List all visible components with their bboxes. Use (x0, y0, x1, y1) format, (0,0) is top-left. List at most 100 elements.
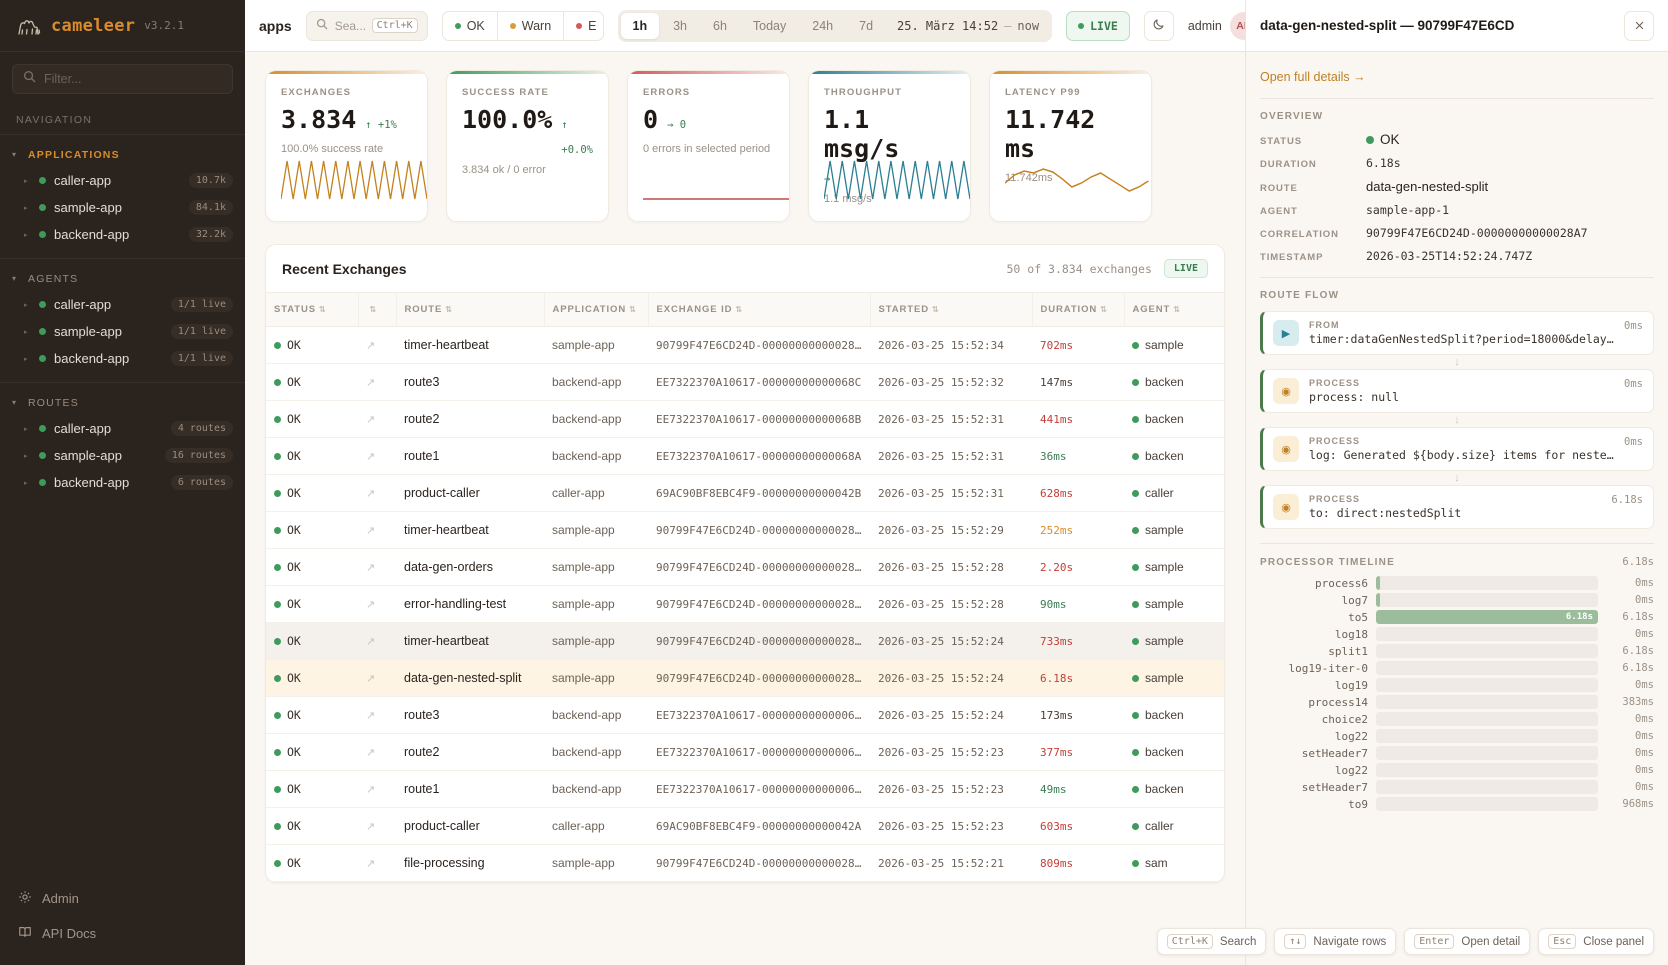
timeline-track (1376, 695, 1598, 709)
column-header-status[interactable]: STATUS ⇅ (266, 293, 359, 327)
range-3h[interactable]: 3h (673, 18, 687, 33)
status-cell: OK (266, 585, 358, 623)
theme-toggle-button[interactable] (1143, 10, 1174, 41)
application-cell: sample-app (544, 326, 648, 364)
sidebar-item-sample-app[interactable]: ▸ sample-app 84.1k (0, 194, 245, 221)
trend-icon: ↗ (366, 561, 376, 574)
status-dot (39, 479, 46, 486)
agent-cell: sam (1124, 844, 1224, 882)
shortcut-key: Ctrl+K (1166, 934, 1213, 949)
table-row[interactable]: OK ↗ data-gen-nested-split sample-app 90799F… (266, 659, 1224, 697)
flow-step-2[interactable]: ◉ PROCESS log: Generated ${body.size} item… (1260, 427, 1654, 471)
table-row[interactable]: OK ↗ route2 backend-app EE7322370A10617-0000… (266, 400, 1224, 438)
sidebar-item-label: backend-app (54, 351, 130, 366)
range-6h[interactable]: 6h (713, 18, 727, 33)
table-row[interactable]: OK ↗ timer-heartbeat sample-app 90799F47E6CD… (266, 511, 1224, 549)
agent-label: sample (1145, 671, 1184, 685)
play-icon: ▶ (1273, 320, 1299, 346)
agent-label: backen (1145, 412, 1184, 426)
timeline-track (1376, 763, 1598, 777)
column-header-application[interactable]: APPLICATION ⇅ (544, 293, 649, 327)
nav-group-header-routes[interactable]: ▾ ROUTES (0, 391, 245, 415)
status-cell: OK (266, 770, 358, 808)
shortcut-close-panel[interactable]: Esc Close panel (1538, 928, 1654, 955)
agent-label: sample (1145, 597, 1184, 611)
column-header-exchange-id[interactable]: EXCHANGE ID ⇅ (648, 293, 871, 327)
status-filter-ok[interactable]: OK (443, 11, 498, 40)
shortcut-search[interactable]: Ctrl+K Search (1156, 928, 1267, 955)
table-row[interactable]: OK ↗ timer-heartbeat sample-app 90799F47E6CD… (266, 326, 1224, 364)
timeline-list: process6 0ms log7 0ms to5 6.18s 6.18s log18 0ms s… (1260, 576, 1654, 811)
table-row[interactable]: OK ↗ route2 backend-app EE7322370A10617-0000… (266, 733, 1224, 771)
table-row[interactable]: OK ↗ route3 backend-app EE7322370A10617-0000… (266, 363, 1224, 401)
sidebar-item-sample-app[interactable]: ▸ sample-app 1/1 live (0, 318, 245, 345)
table-row[interactable]: OK ↗ route1 backend-app EE7322370A10617-0000… (266, 437, 1224, 475)
duration-cell: 2.20s (1032, 548, 1124, 586)
column-header-route[interactable]: ROUTE ⇅ (396, 293, 545, 327)
column-header-trend[interactable]: ⇅ (358, 293, 397, 327)
live-dot (1078, 22, 1085, 29)
live-toggle[interactable]: LIVE (1066, 10, 1130, 41)
shortcut-open-detail[interactable]: Enter Open detail (1404, 928, 1531, 955)
range-24h[interactable]: 24h (812, 18, 834, 33)
sidebar-filter-input[interactable] (44, 72, 222, 86)
close-panel-button[interactable] (1624, 10, 1654, 41)
flow-step-3[interactable]: ◉ PROCESS to: direct:nestedSplit 6.18s (1260, 485, 1654, 529)
flow-step-1[interactable]: ◉ PROCESS process: null 0ms (1260, 369, 1654, 413)
range-7d[interactable]: 7d (859, 18, 874, 33)
table-row[interactable]: OK ↗ route3 backend-app EE7322370A10617-0000… (266, 696, 1224, 734)
agent-badge: caller (1132, 819, 1216, 833)
sidebar-item-sample-app[interactable]: ▸ sample-app 16 routes (0, 442, 245, 469)
range-1h[interactable]: 1h (620, 12, 660, 39)
status-dot (39, 452, 46, 459)
sidebar-item-admin[interactable]: Admin (0, 881, 245, 916)
timeline-section-title: PROCESSOR TIMELINE (1260, 556, 1395, 568)
status-filter-error[interactable]: E (564, 12, 602, 40)
nav-group-header-agents[interactable]: ▾ AGENTS (0, 267, 245, 291)
column-header-duration[interactable]: DURATION ⇅ (1032, 293, 1125, 327)
sidebar-item-caller-app[interactable]: ▸ caller-app 1/1 live (0, 291, 245, 318)
open-full-details-link[interactable]: Open full details → (1260, 70, 1366, 84)
status-filter-warn[interactable]: Warn (498, 11, 565, 40)
column-header-label: DURATION (1040, 304, 1098, 315)
card-accent-bar (809, 71, 970, 74)
shortcut-navigate-rows[interactable]: ↑↓ Navigate rows (1274, 928, 1397, 955)
table-row[interactable]: OK ↗ route1 backend-app EE7322370A10617-0000… (266, 770, 1224, 808)
sidebar-filter-box[interactable] (12, 64, 233, 94)
chevron-right-icon: ▸ (24, 177, 28, 185)
nav-group-header-applications[interactable]: ▾ APPLICATIONS (0, 143, 245, 167)
table-row[interactable]: OK ↗ product-caller caller-app 69AC90BF8EBC4… (266, 474, 1224, 512)
flow-step-0[interactable]: ▶ FROM timer:dataGenNestedSplit?period=180… (1260, 311, 1654, 355)
column-header-agent[interactable]: AGENT ⇅ (1124, 293, 1224, 327)
sidebar-item-caller-app[interactable]: ▸ caller-app 4 routes (0, 415, 245, 442)
sidebar-item-label: sample-app (54, 200, 122, 215)
range-today[interactable]: Today (752, 18, 787, 33)
column-header-started[interactable]: STARTED ⇅ (870, 293, 1033, 327)
duration-cell: 49ms (1032, 770, 1124, 808)
table-row[interactable]: OK ↗ timer-heartbeat sample-app 90799F47E6CD… (266, 622, 1224, 660)
sidebar-item-caller-app[interactable]: ▸ caller-app 10.7k (0, 167, 245, 194)
user-menu[interactable]: admin AD (1188, 11, 1245, 40)
sidebar-item-badge: 4 routes (170, 421, 233, 436)
sort-icon: ⇅ (319, 305, 327, 314)
overview-row-route: ROUTE data-gen-nested-split (1260, 179, 1654, 194)
sidebar-item-backend-app[interactable]: ▸ backend-app 32.2k (0, 221, 245, 248)
nav-section-title: NAVIGATION (16, 114, 93, 126)
trend-cell: ↗ (358, 659, 396, 697)
global-search-box[interactable]: Sea... Ctrl+K (305, 10, 428, 41)
route-cell: route2 (396, 400, 544, 438)
table-row[interactable]: OK ↗ error-handling-test sample-app 90799F47… (266, 585, 1224, 623)
sidebar-item-badge: 16 routes (164, 448, 233, 463)
status-badge: OK (274, 708, 350, 722)
sidebar-item-backend-app[interactable]: ▸ backend-app 1/1 live (0, 345, 245, 372)
sidebar-item-backend-app[interactable]: ▸ backend-app 6 routes (0, 469, 245, 496)
range-from: 25. März 14:52 (897, 18, 999, 33)
brand[interactable]: cameleer v3.2.1 (0, 0, 245, 52)
sidebar-item-api-docs[interactable]: API Docs (0, 916, 245, 951)
time-range-display[interactable]: 25. März 14:52 — now (887, 19, 1049, 33)
timeline-name: process14 (1308, 695, 1368, 709)
status-dot (274, 563, 281, 571)
table-row[interactable]: OK ↗ file-processing sample-app 90799F47E6CD… (266, 844, 1224, 882)
table-row[interactable]: OK ↗ product-caller caller-app 69AC90BF8EBC4… (266, 807, 1224, 845)
table-row[interactable]: OK ↗ data-gen-orders sample-app 90799F47E6CD… (266, 548, 1224, 586)
